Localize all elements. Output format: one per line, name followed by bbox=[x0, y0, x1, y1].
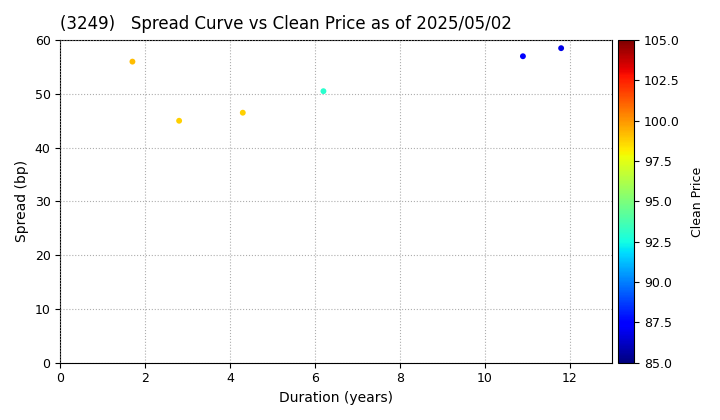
Point bbox=[517, 53, 528, 60]
Y-axis label: Clean Price: Clean Price bbox=[690, 166, 703, 236]
Point bbox=[318, 88, 329, 94]
Point bbox=[174, 118, 185, 124]
Point bbox=[555, 45, 567, 52]
X-axis label: Duration (years): Duration (years) bbox=[279, 391, 393, 405]
Point bbox=[237, 109, 248, 116]
Text: (3249)   Spread Curve vs Clean Price as of 2025/05/02: (3249) Spread Curve vs Clean Price as of… bbox=[60, 15, 512, 33]
Point bbox=[127, 58, 138, 65]
Y-axis label: Spread (bp): Spread (bp) bbox=[15, 160, 29, 242]
